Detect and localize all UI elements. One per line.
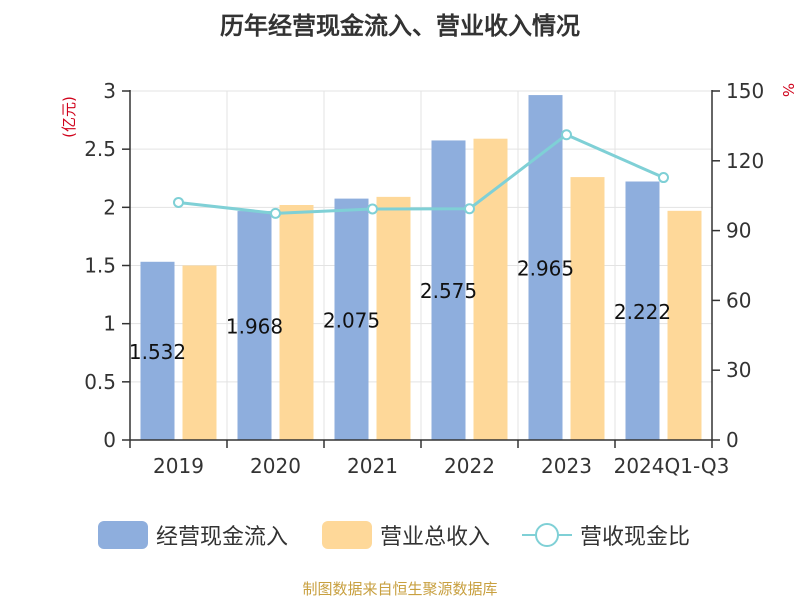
x-tick-label-1: 2020 xyxy=(250,454,301,478)
bar-revenue-2022 xyxy=(473,138,508,441)
data-label-cash-inflow-2021: 2.075 xyxy=(323,308,380,332)
bar-revenue-2019 xyxy=(182,265,217,440)
y-left-unit-label: (亿元) xyxy=(60,96,78,138)
y-left-tick-label-5: 2.5 xyxy=(84,137,116,161)
data-label-cash-inflow-2020: 1.968 xyxy=(226,315,283,339)
x-tick-label-5: 2024Q1-Q3 xyxy=(614,454,730,478)
ratio-point-2019 xyxy=(173,196,184,208)
y-left-tick-label-4: 2 xyxy=(103,195,116,219)
bar-revenue-2021 xyxy=(376,196,411,440)
chart-title: 历年经营现金流入、营业收入情况 xyxy=(220,12,580,40)
legend: 经营现金流入 营业总收入 营收现金比 xyxy=(0,518,800,552)
y-right-tick-label-2: 60 xyxy=(726,288,751,312)
ratio-point-2023 xyxy=(561,129,572,141)
bar-cash-inflow-2020 xyxy=(237,211,272,440)
bar-revenue-2024Q1-Q3 xyxy=(667,210,702,440)
y-left-tick-label-2: 1 xyxy=(103,312,116,336)
x-tick-label-2: 2021 xyxy=(347,454,398,478)
data-label-cash-inflow-2022: 2.575 xyxy=(420,279,477,303)
y-left-tick-label-0: 0 xyxy=(103,428,116,452)
y-right-tick-label-3: 90 xyxy=(726,219,751,243)
legend-swatch-cash-inflow xyxy=(98,521,148,549)
y-left-tick-label-1: 0.5 xyxy=(84,370,116,394)
y-right-tick-label-1: 30 xyxy=(726,358,751,382)
bar-revenue-2020 xyxy=(279,205,314,440)
bar-revenue-2023 xyxy=(570,177,605,440)
legend-item-revenue: 营业总收入 xyxy=(322,518,490,552)
ratio-line-path xyxy=(178,133,665,215)
data-label-cash-inflow-2024Q1-Q3: 2.222 xyxy=(614,300,671,324)
y-left-tick-label-6: 3 xyxy=(103,79,116,103)
legend-item-cash-inflow: 经营现金流入 xyxy=(98,518,288,552)
x-tick-label-4: 2023 xyxy=(541,454,592,478)
bar-cash-inflow-2021 xyxy=(334,198,369,440)
ratio-line xyxy=(173,129,669,219)
ratio-point-2020 xyxy=(270,207,281,219)
ratio-point-2021 xyxy=(367,203,378,215)
bar-cash-inflow-2024Q1-Q3 xyxy=(625,181,660,441)
y-right-tick-label-5: 150 xyxy=(726,79,764,103)
y-right-tick-label-0: 0 xyxy=(726,428,739,452)
y-right-unit-label: % xyxy=(779,83,797,97)
legend-label-revenue: 营业总收入 xyxy=(380,525,491,550)
ratio-point-2024Q1-Q3 xyxy=(658,172,669,184)
x-tick-label-0: 2019 xyxy=(153,454,204,478)
y-left-tick-label-3: 1.5 xyxy=(84,254,116,278)
legend-item-ratio: 营收现金比 xyxy=(522,518,690,552)
grid-lines xyxy=(130,90,712,440)
x-tick-label-3: 2022 xyxy=(444,454,495,478)
data-label-cash-inflow-2019: 1.532 xyxy=(129,340,186,364)
legend-label-ratio: 营收现金比 xyxy=(580,525,691,550)
legend-swatch-revenue xyxy=(322,521,372,549)
bars xyxy=(140,95,702,441)
y-right-tick-label-4: 120 xyxy=(726,149,764,173)
source-note: 制图数据来自恒生聚源数据库 xyxy=(302,580,498,598)
ratio-point-2022 xyxy=(464,203,475,215)
legend-label-cash-inflow: 经营现金流入 xyxy=(156,525,289,550)
data-label-cash-inflow-2023: 2.965 xyxy=(517,257,574,281)
bar-cash-inflow-2019 xyxy=(140,261,175,440)
data-labels: 1.532 1.968 2.075 2.575 2.965 2.222 xyxy=(129,257,671,364)
legend-line-ratio xyxy=(522,521,572,549)
bar-cash-inflow-2022 xyxy=(431,140,466,441)
